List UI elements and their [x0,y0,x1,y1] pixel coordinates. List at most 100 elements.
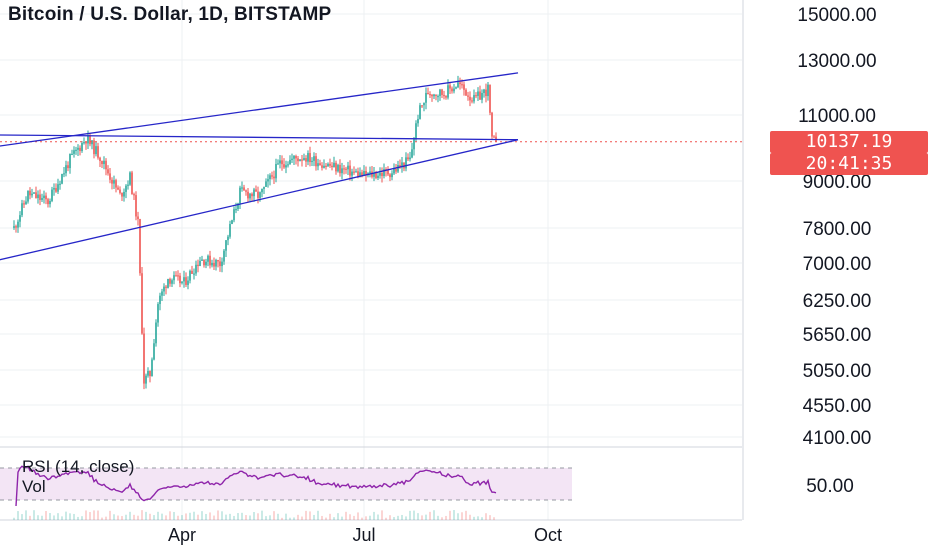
candle-body-105 [223,250,225,262]
volume-bar-64 [141,510,143,520]
candle-body-115 [243,187,245,191]
candle-body-230 [473,95,475,102]
candle-body-72 [157,304,159,323]
volume-bar-62 [137,515,139,520]
candle-body-236 [485,89,487,97]
candle-body-223 [459,82,461,85]
candle-body-21 [55,188,57,192]
volume-bar-216 [445,515,447,520]
volume-bar-42 [97,510,99,520]
volume-bar-18 [49,513,51,520]
volume-bar-196 [405,516,407,520]
price-tick-label: 5650.00 [803,325,872,346]
candle-body-87 [187,280,189,285]
volume-bar-146 [305,510,307,520]
candle-body-116 [245,190,247,192]
candle-body-153 [319,163,321,166]
volume-bar-98 [209,512,211,520]
volume-bar-4 [21,514,23,520]
volume-bar-228 [469,514,471,520]
price-tick-label: 15000.00 [797,5,876,26]
candle-body-71 [155,322,157,344]
candle-body-160 [333,162,335,168]
candle-body-18 [49,200,51,205]
grid-lines [0,0,744,521]
candle-body-127 [267,179,269,182]
candle-body-145 [303,158,305,161]
volume-bar-220 [453,510,455,520]
price-tick-label: 4100.00 [803,428,872,449]
candle-body-139 [291,158,293,160]
volume-bar-194 [401,514,403,520]
volume-bar-8 [29,515,31,520]
candle-body-167 [347,165,349,170]
candle-body-27 [67,165,69,169]
volume-bar-92 [197,514,199,520]
volume-bar-234 [481,517,483,520]
volume-bar-46 [105,516,107,520]
candle-body-136 [285,165,287,168]
candle-body-226 [465,89,467,96]
candle-body-193 [399,165,401,168]
candle-body-164 [341,168,343,174]
chart-title: Bitcoin / U.S. Dollar, 1D, BITSTAMP [8,4,332,25]
volume-bar-126 [265,516,267,520]
volume-bar-232 [477,516,479,520]
price-axis[interactable]: 15000.00 13000.00 11000.00 9000.00 7800.00 70… [797,5,876,497]
trendlines[interactable] [0,72,519,261]
volume-bar-182 [377,514,379,520]
candle-body-68 [149,370,151,377]
candle-body-156 [325,165,327,168]
candle-body-9 [31,193,33,196]
candle-body-183 [379,172,381,176]
candle-body-43 [99,157,101,161]
candle-body-108 [229,223,231,237]
volume-bar-120 [253,512,255,520]
candle-body-222 [457,82,459,88]
volume-bar-90 [193,511,195,520]
candle-body-53 [119,189,121,193]
candle-body-37 [87,135,89,144]
price-tick-label: 5050.00 [803,361,872,382]
time-axis[interactable]: Apr Jul Oct [168,525,562,545]
volume-bar-160 [333,517,335,520]
candle-body-125 [263,186,265,189]
candle-body-218 [449,85,451,89]
candle-body-207 [427,92,429,95]
rsi-indicator-label[interactable]: RSI (14, close) [22,457,135,476]
volume-bar-74 [161,513,163,520]
volume-bar-224 [461,512,463,520]
volume-bar-32 [77,516,79,520]
candle-body-0 [13,226,15,228]
volume-bar-76 [165,515,167,520]
candle-body-54 [121,192,123,197]
candle-body-33 [79,147,81,152]
candle-body-180 [373,172,375,177]
volume-bar-168 [349,514,351,520]
volume-bar-202 [417,513,419,520]
volume-bar-110 [233,515,235,520]
candle-body-191 [395,168,397,172]
candle-body-214 [441,89,443,95]
trendline-upper [0,72,519,147]
volume-bar-38 [89,512,91,520]
volume-bar-156 [325,517,327,520]
volume-bar-54 [121,516,123,520]
candle-body-1 [15,226,17,228]
candle-body-157 [327,163,329,167]
trendline-lower [0,139,519,261]
candle-body-221 [455,87,457,89]
candle-body-206 [425,92,427,103]
volume-bar-162 [337,513,339,520]
volume-indicator-label[interactable]: Vol [22,477,46,496]
candle-body-107 [227,236,229,241]
volume-bar-136 [285,513,287,520]
candle-body-118 [249,193,251,199]
candle-body-7 [27,190,29,202]
candle-body-219 [451,88,453,92]
candle-body-23 [59,183,61,185]
candle-body-3 [19,215,21,222]
candle-body-202 [417,118,419,124]
volume-bar-176 [365,516,367,520]
